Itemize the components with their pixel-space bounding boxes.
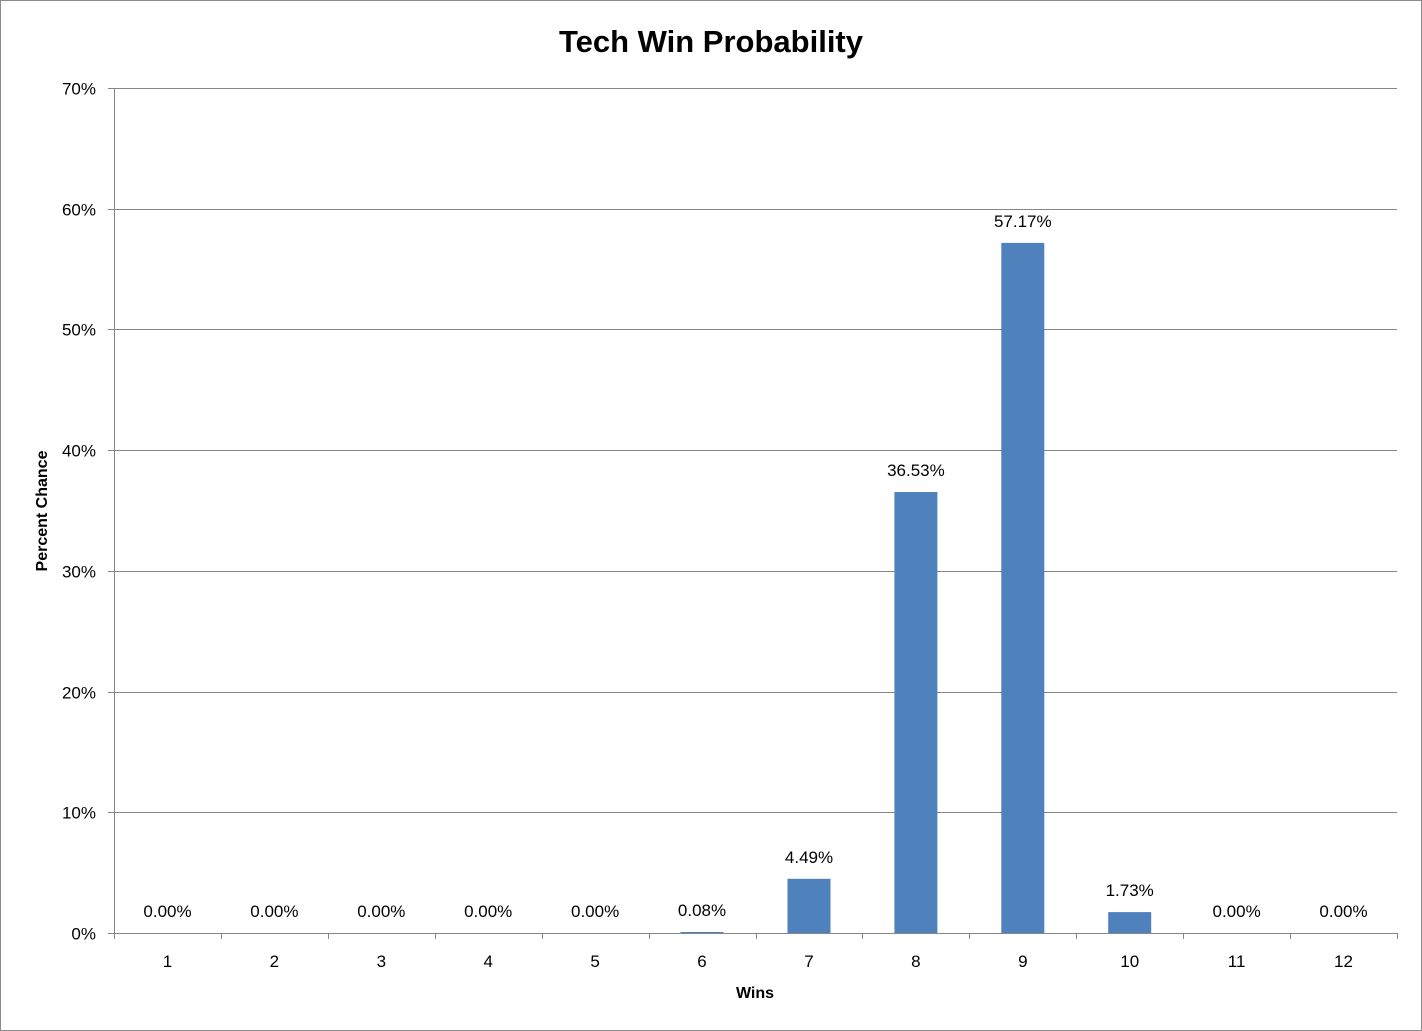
data-label: 57.17% [994,212,1052,231]
x-tick-label: 3 [377,952,386,971]
data-label: 36.53% [887,461,945,480]
data-labels: 0.00% 0.00% 0.00% 0.00% 0.00% 0.08% 4.49% 36.53… [143,212,1367,921]
data-label: 0.00% [1212,902,1260,921]
y-tick-label: 20% [62,684,96,703]
x-axis-title: Wins [736,985,774,1002]
data-label: 0.00% [357,902,405,921]
data-label: 0.00% [1319,902,1367,921]
x-tick-label: 4 [483,952,492,971]
y-tick-label: 70% [62,80,96,99]
x-tick-label: 1 [163,952,172,971]
chart-title: Tech Win Probability [559,24,864,59]
x-tick-label: 12 [1334,952,1353,971]
data-label: 0.00% [571,902,619,921]
data-label: 0.08% [678,901,726,920]
bar-7 [787,878,831,933]
y-tick-label: 0% [71,925,96,944]
x-tick-label: 2 [270,952,279,971]
bars [680,242,1152,933]
bar-9 [1001,242,1045,933]
axes: 0%10%20%30%40%50%60%70%1 2 3 4 5 6 7 8 9 10 11 12 [62,80,1398,971]
x-tick-label: 11 [1228,952,1246,971]
bar-10 [1108,912,1152,933]
y-tick-label: 50% [62,321,96,340]
bar-8 [894,492,938,933]
y-tick-label: 40% [62,442,96,461]
y-tick-label: 30% [62,563,96,582]
x-tick-label: 5 [590,952,599,971]
data-label: 4.49% [785,848,833,867]
x-tick-label: 9 [1018,952,1027,971]
bar-6 [680,932,724,933]
y-tick-label: 10% [62,804,96,823]
x-tick-label: 8 [911,952,920,971]
data-label: 0.00% [250,902,298,921]
x-tick-label: 7 [804,952,813,971]
x-tick-label: 10 [1120,952,1139,971]
data-label: 0.00% [464,902,512,921]
y-tick-label: 60% [62,201,96,220]
data-label: 1.73% [1106,881,1154,900]
gridlines [114,88,1397,813]
x-tick-label: 6 [697,952,706,971]
data-label: 0.00% [143,902,191,921]
y-axis-title: Percent Chance [34,450,51,571]
